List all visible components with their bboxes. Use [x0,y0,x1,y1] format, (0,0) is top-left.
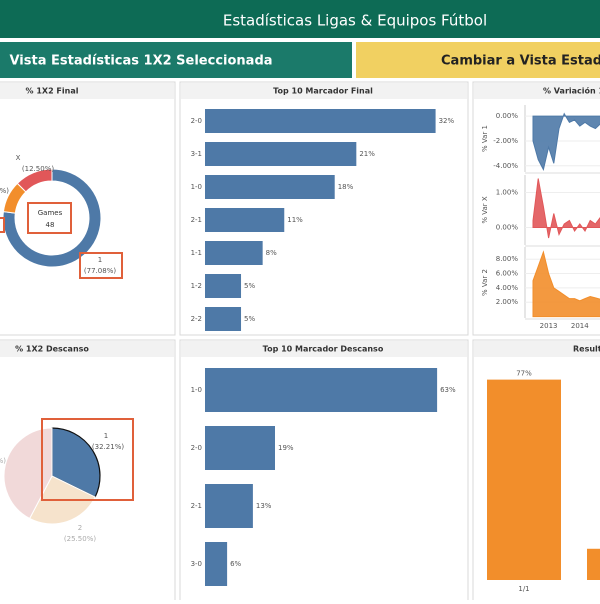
chart-title: % 1X2 Descanso [15,345,89,354]
header-title: Estadísticas Ligas & Equipos Fútbol [223,12,487,30]
area [532,112,600,171]
bar [205,307,242,331]
charts: % 1X2 Final 1 (77.08%) 2 (10.42%) X(12.50%) Ga… [0,86,600,593]
value-label: 63% [440,386,456,394]
button-label[interactable]: Vista Estadísticas 1X2 Seleccionada [9,54,272,69]
panel-header [181,341,467,357]
y-tick-label: 4.00% [496,284,519,292]
category-label: 1-0 [191,183,202,191]
y-tick-label: 0.00% [496,112,519,120]
center-label: Games [38,209,63,217]
button-switch[interactable] [356,42,600,78]
chart-title: Resulta [573,345,600,354]
slice-value-label: (25.50%) [64,535,96,543]
bar [587,548,600,580]
slice-value-label: (77.08%) [84,267,116,275]
category-label: 3-1 [191,150,202,158]
chart-title: % 1X2 Final [26,87,79,96]
value-label: 5% [244,315,255,323]
slice-value-label: (32.21%) [92,443,124,451]
series-name: % Var X [481,196,489,224]
value-label: 8% [266,249,277,257]
category-label: 1-0 [191,386,202,394]
y-tick-label: 0.00% [496,224,519,232]
category-label: 2-2 [191,315,202,323]
value-label: 18% [338,183,354,191]
chart-title: % Variación 1X [543,86,600,96]
y-tick-label: -4.00% [493,162,518,170]
bar [205,109,436,133]
value-label: 6% [230,560,241,568]
slice-label: 2 [78,524,82,532]
bar [205,426,275,470]
value-label: 21% [359,150,375,158]
x-tick-label: 1/1 [518,585,529,593]
bar [205,484,253,528]
wedge [51,427,101,498]
center-value: 48 [46,221,55,229]
slice-value-label: (42.29%) [0,457,6,465]
bar [205,208,285,232]
panel [0,81,176,336]
bar [205,241,263,265]
area [532,178,600,239]
value-label: 5% [244,282,255,290]
y-tick-label: 2.00% [496,298,519,306]
y-tick-label: 8.00% [496,255,519,263]
panel-header [0,83,174,99]
category-label: 3-0 [191,560,202,568]
highlight-box [27,202,72,234]
bar [205,142,357,166]
highlight-box [79,252,123,279]
y-tick-label: 1.00% [496,189,519,197]
series-name: % Var 2 [481,269,489,296]
panel-header [474,83,600,99]
area [532,250,600,318]
chart-title: Top 10 Marcador Descanso [263,345,384,354]
x-tick-label: 2014 [571,322,589,330]
y-tick-label: 6.00% [496,270,519,278]
highlight-box [41,418,134,501]
value-label: 11% [287,216,303,224]
bar [205,368,438,412]
chart-title: Top 10 Marcador Final [273,87,373,96]
y-tick-label: -2.00% [493,137,518,145]
x-tick-label: 2013 [540,322,558,330]
panel-header [181,83,467,99]
value-label: 32% [439,117,455,125]
bar [205,542,228,586]
bar [205,175,335,199]
slice-value-label: (10.42%) [0,187,9,195]
slice-label: 1 [98,256,102,264]
button-active[interactable] [0,42,352,78]
bar [205,274,242,298]
highlight-boxes [0,202,134,501]
wedge [2,168,102,268]
wedge [16,168,53,193]
category-label: 2-0 [191,444,202,452]
header-bar [0,0,600,38]
category-label: 1-1 [191,249,202,257]
category-label: 2-0 [191,117,202,125]
series-name: % Var 1 [481,125,489,152]
wedge [3,427,53,520]
slice-label: X [16,154,21,162]
value-label: 77% [516,370,532,378]
slice-label: 1 [104,432,108,440]
panel-header [0,341,174,357]
category-label: 2-1 [191,502,202,510]
bar [487,379,561,580]
category-label: 1-2 [191,282,202,290]
button-label[interactable]: Cambiar a Vista Estadíst [441,54,600,69]
value-label: 13% [256,502,272,510]
highlight-box [0,217,5,233]
category-label: 2-1 [191,216,202,224]
panel-header [474,341,600,357]
value-label: 19% [278,444,294,452]
slice-value-label: (12.50%) [22,165,54,173]
